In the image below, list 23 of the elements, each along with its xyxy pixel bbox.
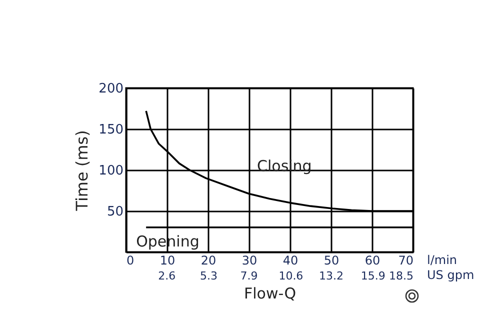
y-tick-label: 150 [98,122,124,138]
y-tick-label: 200 [98,82,124,96]
x-tick-label: 10 [160,254,176,268]
y-tick-label: 100 [98,164,124,178]
x2-tick-label: 10.6 [278,270,304,282]
x-tick-label: 70 [398,254,414,268]
text: US gpm [427,268,474,282]
text: l/min [427,253,458,267]
x-tick-label: 20 [200,254,216,268]
y-tick-label: 50 [106,204,124,220]
x-axis-title: Flow-Q [244,284,296,302]
y-axis-title: Time (ms) [72,130,92,212]
x-tick-label: 0 [126,254,134,268]
x-tick-label: 40 [282,254,298,268]
x2-tick-label: 13.2 [319,270,344,282]
x-tick-label: 60 [364,254,380,268]
x2-tick-label: 15.9 [360,270,386,282]
x2-tick-label: 2.6 [158,270,176,282]
x2-tick-label: 5.3 [200,270,218,282]
x2-tick-label: 18.5 [389,270,414,282]
x-tick-label: 50 [324,254,340,268]
x2-tick-label: 7.9 [240,270,258,282]
x-tick-label: 30 [242,254,258,268]
